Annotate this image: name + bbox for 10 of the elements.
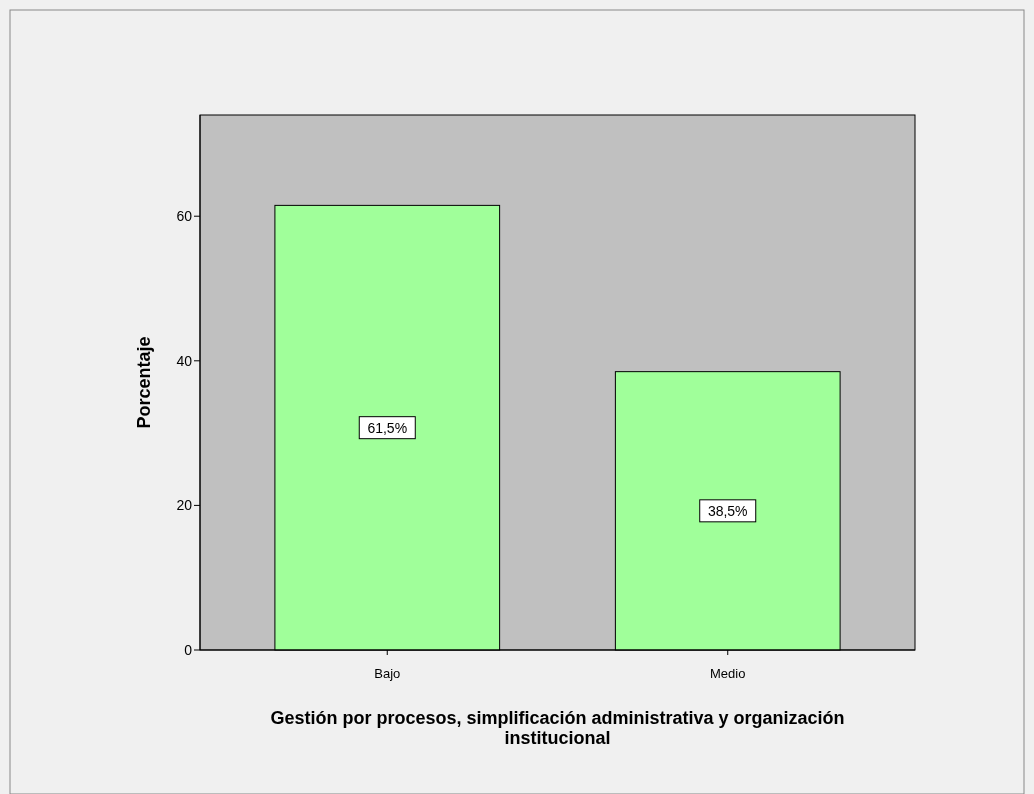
data-label: 38,5%	[707, 502, 748, 519]
y-tick-label: 40	[176, 352, 193, 369]
x-tick-label: Bajo	[374, 666, 401, 681]
y-axis-title: Porcentaje	[134, 336, 154, 429]
data-label: 61,5%	[367, 419, 408, 436]
y-tick-label: 0	[184, 642, 193, 658]
x-axis-title: Gestión por procesos, simplificación administrativa y organización institucional	[270, 708, 845, 748]
y-tick-label: 20	[176, 497, 193, 514]
x-tick-label: Medio	[710, 666, 746, 681]
y-tick-label: 60	[176, 208, 193, 225]
